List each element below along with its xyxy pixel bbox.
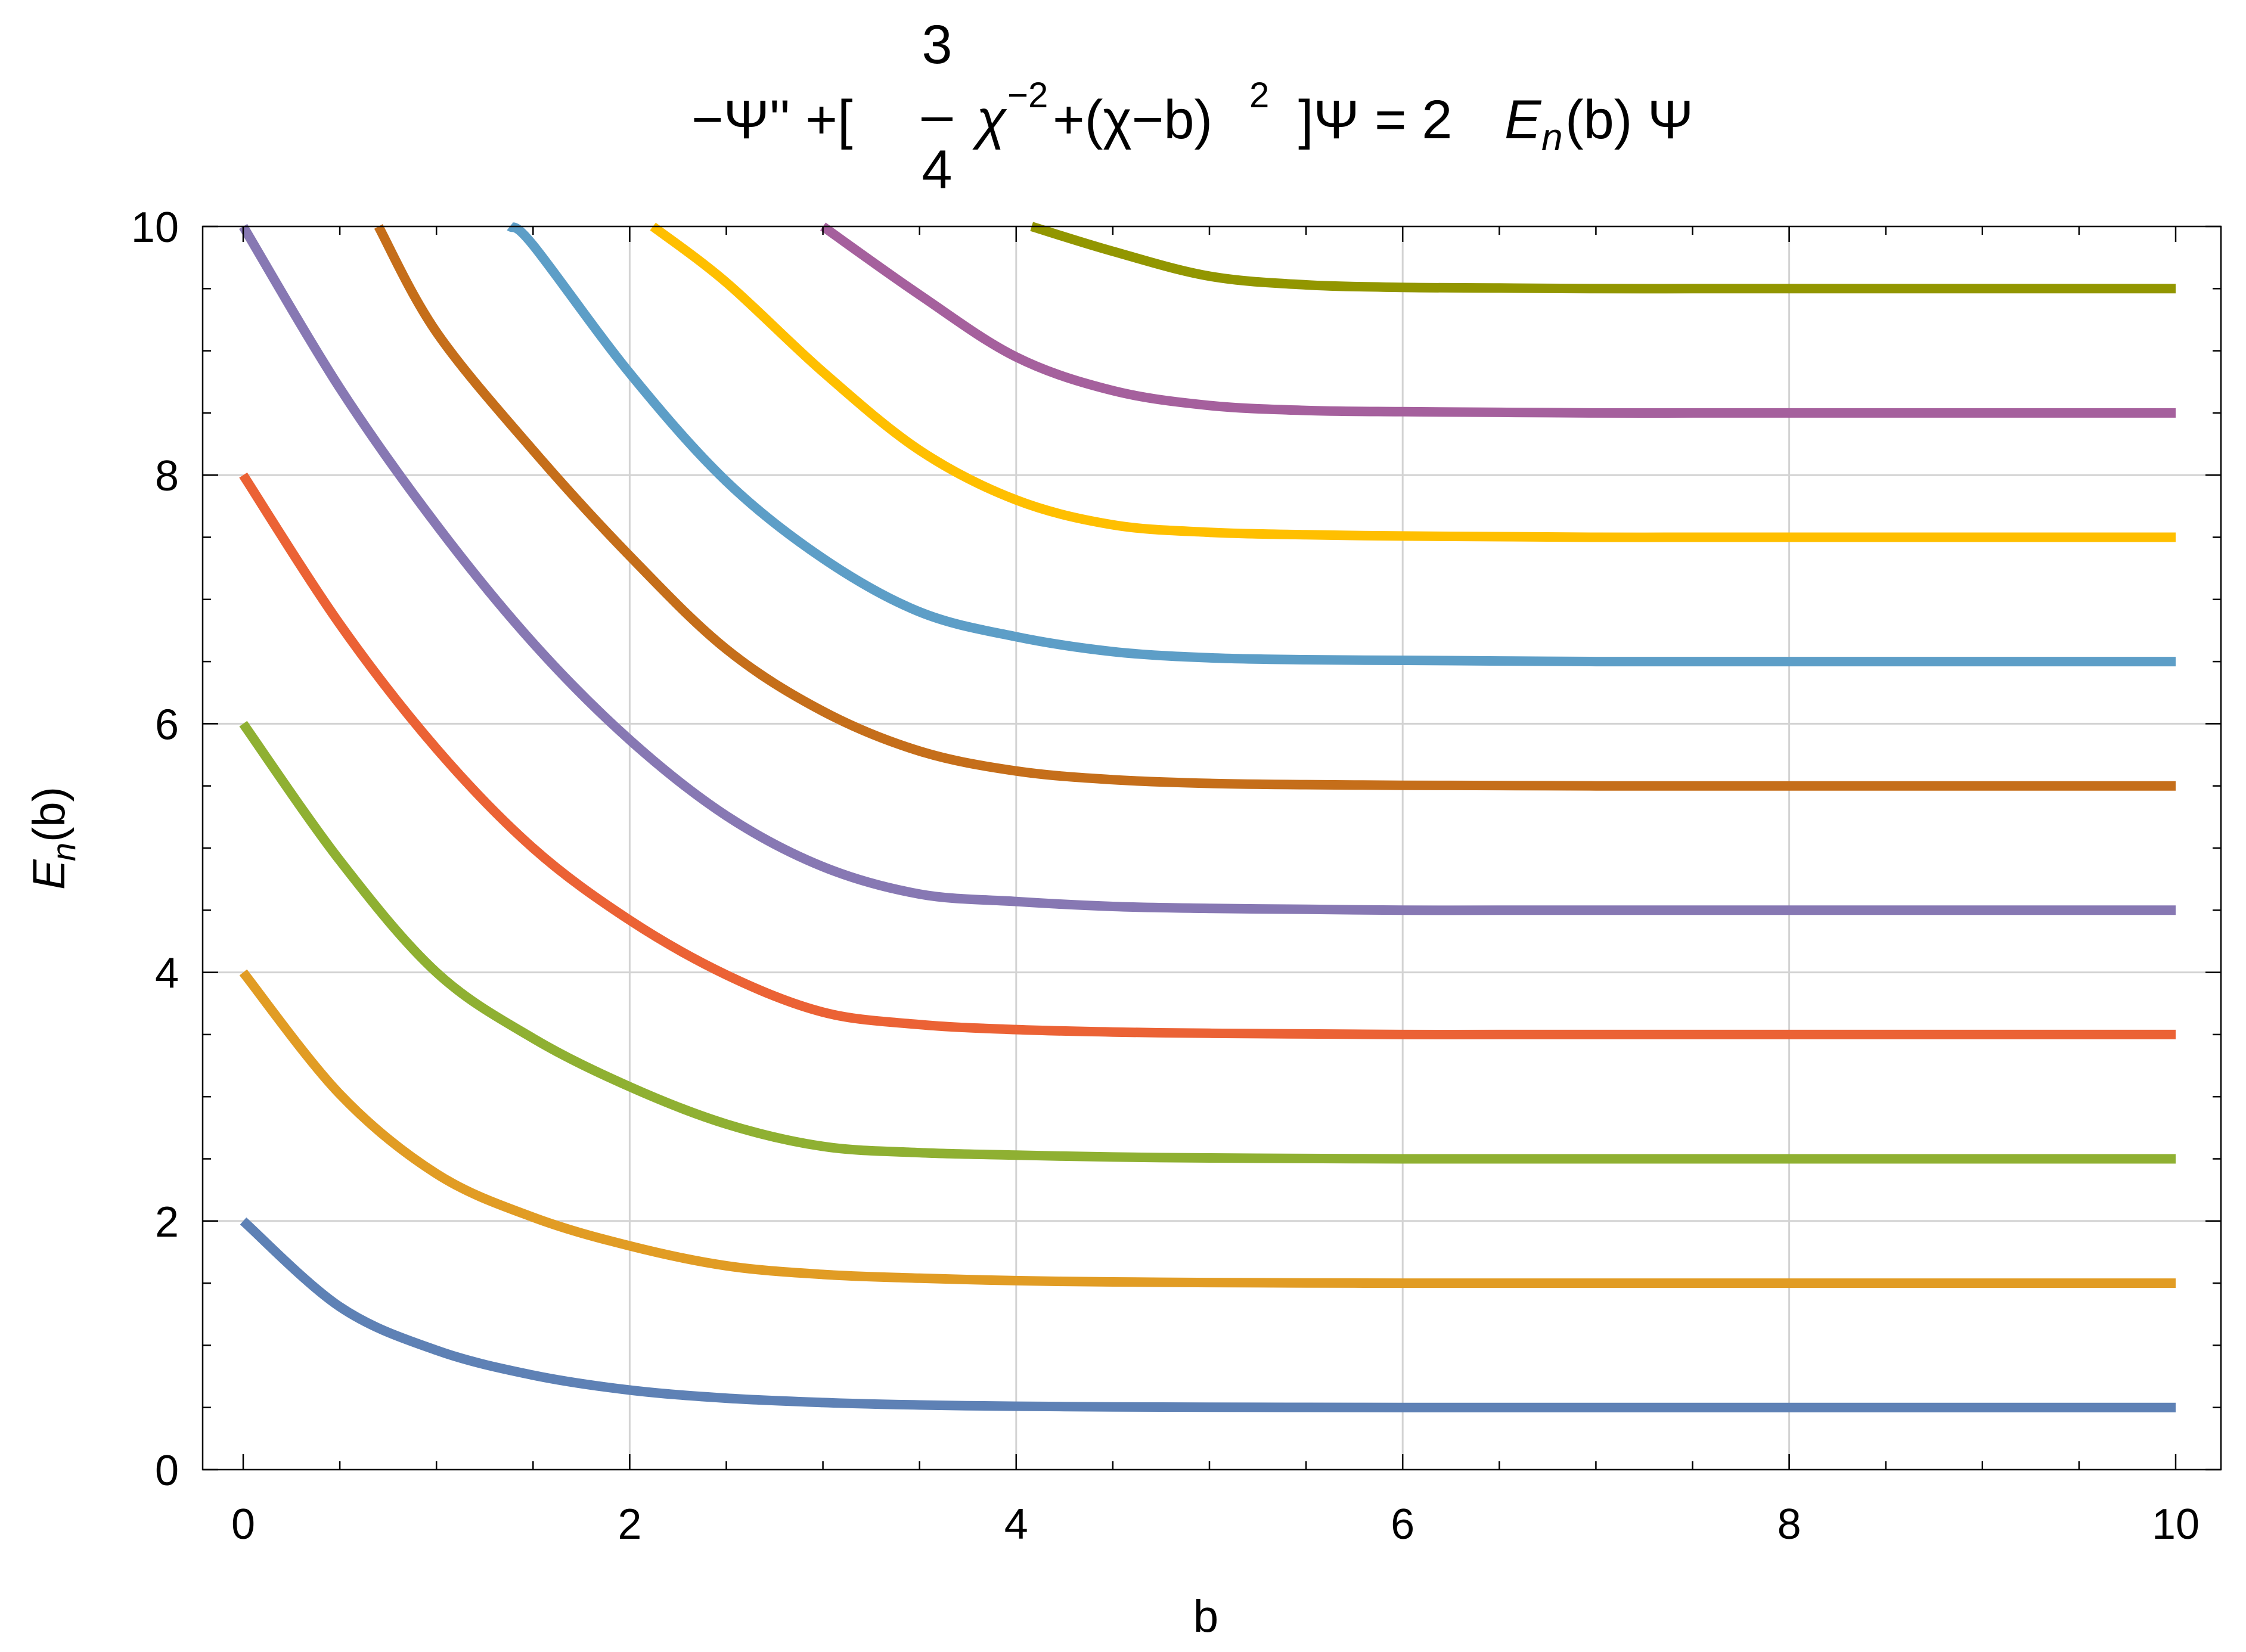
y-tick-label: 2 — [155, 1198, 179, 1246]
title-E: E — [1504, 89, 1542, 150]
series-line-6 — [379, 226, 2176, 786]
x-tick-label: 4 — [1004, 1501, 1028, 1548]
series-line-1 — [243, 1221, 2176, 1408]
title-fraction-numerator: 3 — [922, 14, 952, 75]
series-line-10 — [1032, 226, 2176, 288]
title-sub-n: n — [1541, 116, 1563, 159]
y-axis-label: E n (b) — [24, 787, 82, 890]
title-prefix: −Ψ'' +[ — [691, 89, 853, 150]
title-chi: χ — [972, 89, 1007, 150]
x-tick-label: 6 — [1391, 1501, 1414, 1548]
y-tick-label: 10 — [131, 204, 179, 251]
x-tick-label: 10 — [2152, 1501, 2200, 1548]
title-exponent-1: −2 — [1007, 75, 1048, 115]
y-tick-labels: 0 2 4 6 8 10 — [131, 204, 179, 1495]
x-tick-labels: 0 2 4 6 8 10 — [231, 1501, 2200, 1548]
chart-title: −Ψ'' +[ 3 4 χ −2 +(χ−b) 2 ]Ψ = 2 E n (b)… — [691, 14, 1693, 200]
series-line-5 — [243, 226, 2176, 910]
y-tick-label: 8 — [155, 452, 179, 500]
x-tick-label: 2 — [618, 1501, 641, 1548]
title-suffix: (b) Ψ — [1565, 89, 1693, 150]
series-curves — [243, 226, 2176, 1408]
y-axis-label-sub: n — [45, 843, 82, 861]
y-axis-label-main: E — [24, 859, 75, 890]
y-tick-label: 0 — [155, 1447, 179, 1495]
series-line-9 — [823, 226, 2176, 413]
x-tick-label: 8 — [1777, 1501, 1801, 1548]
title-exponent-2: 2 — [1249, 75, 1269, 115]
y-tick-label: 4 — [155, 950, 179, 998]
title-middle: +(χ−b) — [1053, 89, 1212, 150]
x-tick-label: 0 — [231, 1501, 255, 1548]
series-line-2 — [243, 973, 2176, 1284]
y-tick-label: 6 — [155, 701, 179, 749]
x-axis-label: b — [1193, 1591, 1218, 1642]
title-fraction-denominator: 4 — [922, 139, 952, 200]
title-after: ]Ψ = 2 — [1298, 89, 1452, 150]
y-axis-label-rest: (b) — [24, 787, 75, 842]
series-line-4 — [243, 475, 2176, 1035]
